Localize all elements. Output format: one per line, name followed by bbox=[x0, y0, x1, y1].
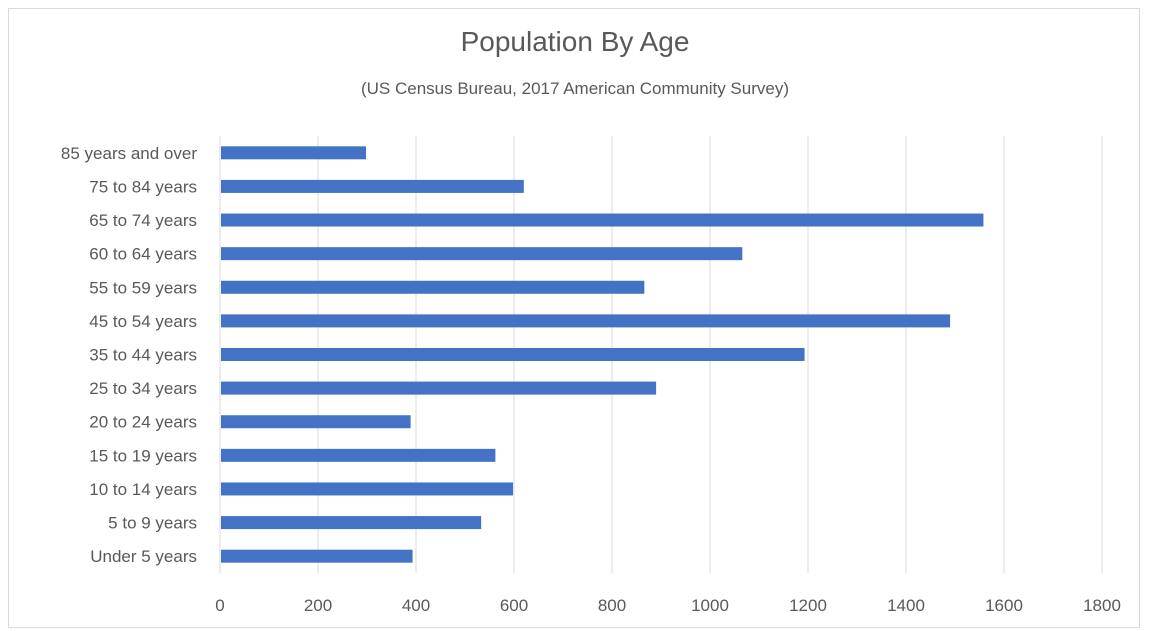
bar-3 bbox=[221, 213, 984, 227]
category-label-8: 25 to 34 years bbox=[89, 379, 197, 398]
x-tick-label-1200: 1200 bbox=[789, 596, 827, 615]
category-label-3: 65 to 74 years bbox=[89, 211, 197, 230]
category-label-5: 55 to 59 years bbox=[89, 278, 197, 297]
bar-13 bbox=[221, 549, 413, 563]
x-tick-label-400: 400 bbox=[402, 596, 430, 615]
chart-subtitle: (US Census Bureau, 2017 American Communi… bbox=[360, 79, 789, 98]
category-label-13: Under 5 years bbox=[90, 547, 197, 566]
category-label-9: 20 to 24 years bbox=[89, 413, 197, 432]
category-label-7: 35 to 44 years bbox=[89, 346, 197, 365]
bar-11 bbox=[221, 482, 514, 496]
bar-4 bbox=[221, 247, 743, 261]
x-tick-label-1600: 1600 bbox=[985, 596, 1023, 615]
category-label-4: 60 to 64 years bbox=[89, 245, 197, 264]
category-label-10: 15 to 19 years bbox=[89, 446, 197, 465]
category-label-1: 85 years and over bbox=[61, 144, 197, 163]
x-tick-label-800: 800 bbox=[598, 596, 626, 615]
x-tick-label-600: 600 bbox=[500, 596, 528, 615]
x-tick-label-1000: 1000 bbox=[691, 596, 729, 615]
bar-8 bbox=[221, 381, 657, 395]
x-tick-label-1800: 1800 bbox=[1083, 596, 1121, 615]
x-tick-label-200: 200 bbox=[304, 596, 332, 615]
category-label-12: 5 to 9 years bbox=[108, 514, 197, 533]
category-label-11: 10 to 14 years bbox=[89, 480, 197, 499]
bar-1 bbox=[221, 146, 367, 160]
bar-12 bbox=[221, 516, 482, 530]
bar-9 bbox=[221, 415, 411, 429]
bar-10 bbox=[221, 448, 496, 462]
bar-5 bbox=[221, 280, 645, 294]
bar-2 bbox=[221, 179, 524, 193]
x-tick-label-0: 0 bbox=[215, 596, 224, 615]
category-label-2: 75 to 84 years bbox=[89, 177, 197, 196]
x-tick-label-1400: 1400 bbox=[887, 596, 925, 615]
bar-7 bbox=[221, 348, 805, 361]
bar-6 bbox=[221, 314, 951, 328]
chart-title: Population By Age bbox=[460, 26, 690, 57]
category-label-6: 45 to 54 years bbox=[89, 312, 197, 331]
